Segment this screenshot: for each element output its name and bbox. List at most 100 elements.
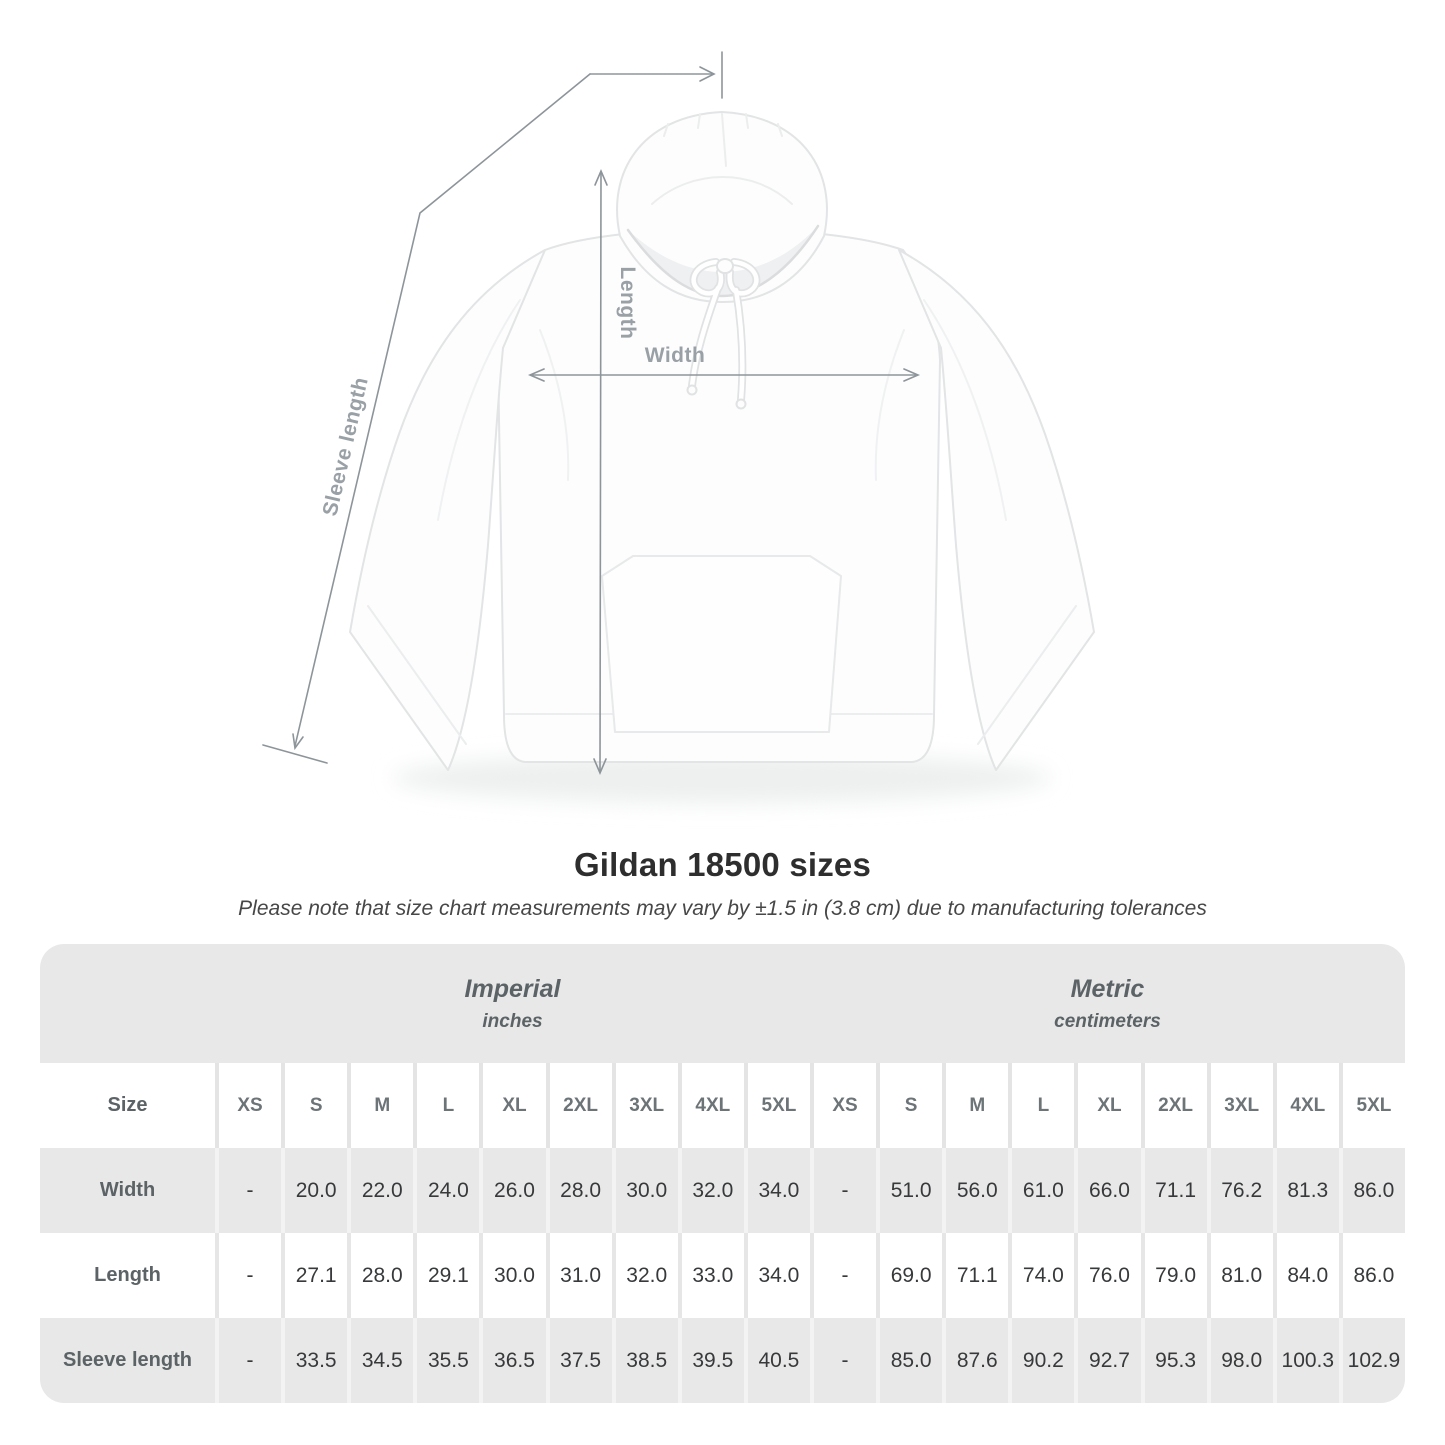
length-measure-label: Length <box>616 267 639 340</box>
hoodie-measurement-diagram: Length Width Sleeve length <box>262 51 1095 804</box>
value-cell: 35.5 <box>413 1318 480 1403</box>
value-cell: 79.0 <box>1140 1233 1207 1318</box>
unit-header-row: Imperial inches Metric centimeters <box>40 944 1405 1063</box>
page-title: Gildan 18500 sizes <box>573 846 872 883</box>
imperial-header-title: Imperial <box>464 974 561 1003</box>
value-cell: 76.0 <box>1074 1233 1141 1318</box>
size-header-cell: L <box>413 1063 480 1148</box>
value-cell: 33.5 <box>281 1318 348 1403</box>
value-cell: 29.1 <box>413 1233 480 1318</box>
hood <box>616 111 828 303</box>
width-measure-label: Width <box>645 344 706 367</box>
value-cell: 81.0 <box>1206 1233 1273 1318</box>
value-cell: 74.0 <box>1008 1233 1075 1318</box>
hood-gathers <box>663 113 783 137</box>
size-header-cell: 5XL <box>743 1063 810 1148</box>
sleeve-arrowhead-icon <box>292 733 304 751</box>
tolerance-note: Please note that size chart measurements… <box>238 897 1207 920</box>
drawstring-bow <box>686 258 761 410</box>
metric-header: Metric centimeters <box>809 944 1405 1063</box>
size-header-cell: XS <box>809 1063 877 1148</box>
value-cell: 95.3 <box>1140 1318 1207 1403</box>
value-cell: 30.0 <box>479 1233 546 1318</box>
value-cell: 40.5 <box>743 1318 810 1403</box>
size-header-cell: 5XL <box>1338 1063 1405 1148</box>
sleeve-measure-cuff-tick <box>262 744 328 764</box>
table-row: Width -20.0 22.0 24.0 26.0 28.0 30.0 32.0 34.0-5… <box>40 1148 1405 1233</box>
value-cell: 26.0 <box>479 1148 546 1233</box>
size-header-cell: 3XL <box>1206 1063 1273 1148</box>
value-cell: 98.0 <box>1206 1318 1273 1403</box>
sizes-header-row: Size XS S M L XL 2XL 3XL 4XL 5XL XS S M L XL 2XL 3XL 4XL… <box>40 1063 1405 1148</box>
hood-opening-shadow <box>628 226 818 296</box>
fabric-creases <box>437 299 1007 521</box>
value-cell: 90.2 <box>1008 1318 1075 1403</box>
down-arrowhead-icon <box>593 758 607 776</box>
value-cell: 87.6 <box>942 1318 1009 1403</box>
value-cell: 33.0 <box>677 1233 744 1318</box>
value-cell: 32.0 <box>677 1148 744 1233</box>
hood-lining-seam <box>651 176 793 205</box>
value-cell: 27.1 <box>281 1233 348 1318</box>
value-cell: 34.0 <box>743 1148 810 1233</box>
value-cell: 81.3 <box>1272 1148 1339 1233</box>
size-header-cell: XS <box>215 1063 282 1148</box>
size-header-cell: M <box>942 1063 1009 1148</box>
up-arrowhead-icon <box>594 168 608 186</box>
measurement-lines <box>262 51 921 776</box>
sleeve-measure-diagonal-line <box>294 73 591 747</box>
table-row: Sleeve length -33.5 34.5 35.5 36.5 37.5 38.5 39… <box>40 1318 1405 1403</box>
size-header-cell: 2XL <box>545 1063 612 1148</box>
size-column-header: Size <box>40 1063 215 1148</box>
value-cell: 66.0 <box>1074 1148 1141 1233</box>
value-cell: 37.5 <box>545 1318 612 1403</box>
value-cell: 38.5 <box>611 1318 678 1403</box>
value-cell: 56.0 <box>942 1148 1009 1233</box>
value-cell: 28.0 <box>347 1233 414 1318</box>
row-label: Sleeve length <box>40 1318 215 1403</box>
value-cell: 86.0 <box>1338 1233 1405 1318</box>
value-cell: 86.0 <box>1338 1148 1405 1233</box>
value-cell: 32.0 <box>611 1233 678 1318</box>
value-cell: - <box>215 1318 282 1403</box>
value-cell: - <box>215 1233 282 1318</box>
value-cell: - <box>809 1318 877 1403</box>
value-cell: 84.0 <box>1272 1233 1339 1318</box>
value-cell: 92.7 <box>1074 1318 1141 1403</box>
value-cell: 61.0 <box>1008 1148 1075 1233</box>
value-cell: 34.0 <box>743 1233 810 1318</box>
value-cell: - <box>215 1148 282 1233</box>
value-cell: - <box>809 1233 877 1318</box>
hood-center-seam <box>721 113 727 167</box>
value-cell: 30.0 <box>611 1148 678 1233</box>
hood-opening-edge <box>626 224 820 298</box>
left-sleeve <box>349 249 546 771</box>
value-cell: 102.9 <box>1338 1318 1405 1403</box>
value-cell: 100.3 <box>1272 1318 1339 1403</box>
value-cell: 20.0 <box>281 1148 348 1233</box>
size-header-cell: S <box>876 1063 943 1148</box>
value-cell: 69.0 <box>876 1233 943 1318</box>
length-measure-line <box>599 171 602 773</box>
value-cell: 76.2 <box>1206 1148 1273 1233</box>
value-cell: 24.0 <box>413 1148 480 1233</box>
value-cell: 36.5 <box>479 1318 546 1403</box>
left-arrowhead-icon <box>527 368 545 382</box>
unit-header-corner <box>40 944 215 1063</box>
row-label: Width <box>40 1148 215 1233</box>
value-cell: 28.0 <box>545 1148 612 1233</box>
kangaroo-pocket <box>601 555 842 733</box>
size-header-cell: L <box>1008 1063 1075 1148</box>
size-header-cell: 2XL <box>1140 1063 1207 1148</box>
value-cell: 39.5 <box>677 1318 744 1403</box>
size-chart-body: Width -20.0 22.0 24.0 26.0 28.0 30.0 32.0 34.0-5… <box>40 1148 1405 1403</box>
right-arrowhead-icon <box>699 66 716 82</box>
value-cell: 85.0 <box>876 1318 943 1403</box>
value-cell: 34.5 <box>347 1318 414 1403</box>
right-sleeve <box>898 249 1095 771</box>
row-label: Length <box>40 1233 215 1318</box>
imperial-header: Imperial inches <box>215 944 810 1063</box>
size-chart-table: Imperial inches Metric centimeters Size … <box>40 944 1405 1403</box>
size-header-cell: XL <box>1074 1063 1141 1148</box>
